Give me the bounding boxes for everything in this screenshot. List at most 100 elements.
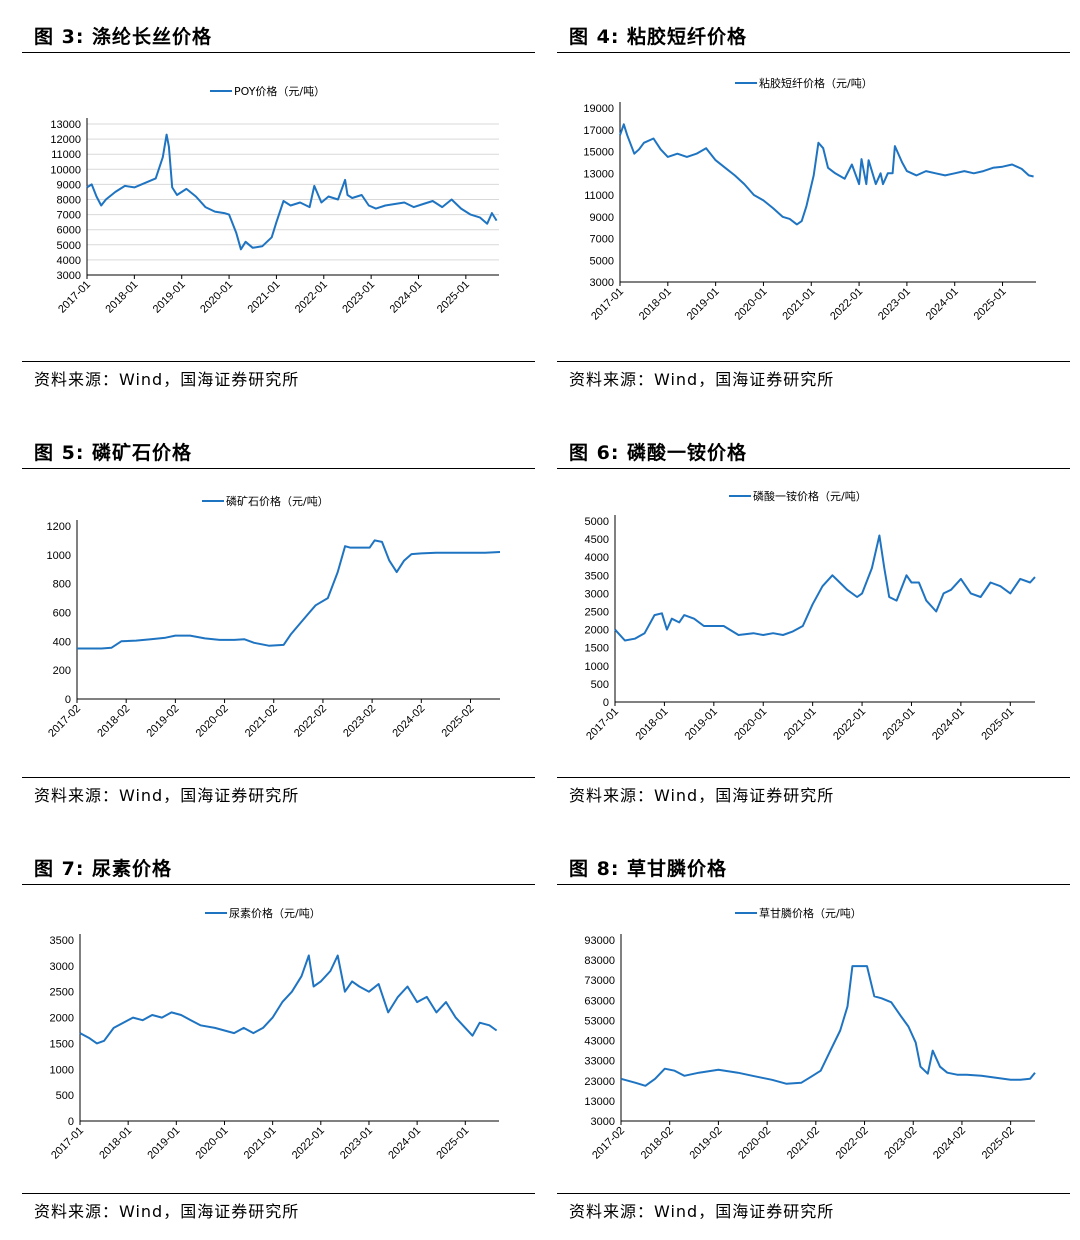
y-tick-label: 1000 [50, 1064, 74, 1076]
x-tick-label: 2023-01 [340, 279, 377, 316]
y-tick-label: 3500 [585, 570, 609, 582]
x-tick-label: 2018-01 [97, 1125, 134, 1162]
y-tick-label: 3000 [50, 961, 74, 973]
y-tick-label: 200 [53, 665, 71, 677]
source-note: 资料来源：Wind，国海证券研究所 [569, 370, 835, 389]
y-tick-label: 63000 [584, 995, 615, 1007]
y-tick-label: 3000 [585, 588, 609, 600]
title-rule [22, 468, 535, 469]
x-tick-label: 2025-01 [972, 286, 1009, 323]
x-tick-label: 2019-01 [683, 706, 720, 743]
y-tick-label: 11000 [51, 149, 81, 161]
x-tick-label: 2021-01 [242, 1125, 279, 1162]
x-tick-label: 2017-02 [46, 703, 83, 740]
y-tick-label: 33000 [584, 1056, 615, 1068]
bottom-rule [22, 777, 535, 778]
x-tick-label: 2020-01 [733, 286, 770, 323]
x-tick-label: 2025-01 [979, 706, 1016, 743]
series-line [86, 133, 498, 251]
x-tick-label: 2019-02 [687, 1125, 724, 1162]
y-tick-label: 0 [603, 697, 609, 709]
y-tick-label: 13000 [583, 168, 614, 180]
title-rule [557, 52, 1070, 53]
bottom-rule [557, 1193, 1070, 1194]
y-tick-label: 15000 [583, 147, 614, 159]
y-tick-label: 800 [53, 579, 71, 591]
x-tick-label: 2018-01 [637, 286, 674, 323]
y-tick-label: 2500 [585, 607, 609, 619]
bottom-rule [557, 361, 1070, 362]
y-tick-label: 7000 [57, 210, 81, 222]
series-line [77, 539, 501, 650]
figure-title: 图 6: 磷酸一铵价格 [569, 442, 748, 464]
line-chart: 0 200 400 600 800 1000 1200 2017-02 2018-02 2019-… [46, 494, 501, 740]
y-tick-label: 2000 [585, 625, 609, 637]
source-note: 资料来源：Wind，国海证券研究所 [569, 1202, 835, 1221]
series-line [79, 954, 498, 1045]
x-tick-label: 2024-01 [386, 1125, 423, 1162]
y-tick-label: 500 [56, 1090, 74, 1102]
x-tick-label: 2022-01 [293, 279, 330, 316]
figure-title: 图 5: 磷矿石价格 [34, 442, 193, 464]
x-tick-label: 2024-02 [931, 1125, 968, 1162]
line-chart: 3000 4000 5000 6000 7000 8000 9000 10000 11000 12… [50, 84, 499, 316]
x-tick-label: 2024-01 [388, 279, 425, 316]
legend-label: 粘胶短纤价格（元/吨） [759, 76, 873, 90]
x-tick-label: 2025-02 [440, 703, 477, 740]
x-tick-label: 2021-02 [243, 703, 280, 740]
x-tick-label: 2019-01 [685, 286, 722, 323]
source-note: 资料来源：Wind，国海证券研究所 [569, 786, 835, 805]
x-tick-label: 2025-02 [980, 1125, 1017, 1162]
x-tick-label: 2019-01 [145, 1125, 182, 1162]
x-tick-label: 2022-02 [834, 1125, 871, 1162]
bottom-rule [22, 1193, 535, 1194]
y-tick-label: 53000 [584, 1015, 615, 1027]
y-tick-label: 500 [591, 679, 609, 691]
y-tick-label: 10000 [50, 164, 81, 176]
y-tick-label: 12000 [50, 134, 81, 146]
legend-label: 磷酸一铵价格（元/吨） [753, 489, 867, 503]
x-tick-label: 2022-02 [292, 703, 329, 740]
x-tick-label: 2020-02 [736, 1125, 773, 1162]
title-rule [557, 884, 1070, 885]
x-tick-label: 2025-01 [434, 1125, 471, 1162]
y-tick-label: 23000 [584, 1076, 615, 1088]
y-tick-label: 1000 [585, 661, 609, 673]
y-tick-label: 2500 [50, 987, 74, 999]
y-tick-label: 3000 [590, 277, 614, 289]
y-tick-label: 3000 [591, 1116, 615, 1128]
y-tick-label: 5000 [585, 516, 609, 528]
y-tick-label: 93000 [584, 935, 615, 947]
source-note: 资料来源：Wind，国海证券研究所 [34, 370, 300, 389]
figure-panel: 图 3: 涤纶长丝价格 3000 4000 5000 6000 7000 8000 9000… [22, 8, 535, 408]
line-chart: 0 500 1000 1500 2000 2500 3000 3500 2017-01 2018-… [49, 906, 499, 1162]
legend-label: 尿素价格（元/吨） [229, 906, 321, 920]
y-tick-label: 73000 [584, 975, 615, 987]
y-tick-label: 1500 [50, 1038, 74, 1050]
x-tick-label: 2020-02 [194, 703, 231, 740]
x-tick-label: 2018-01 [103, 279, 140, 316]
x-tick-label: 2021-01 [246, 279, 283, 316]
x-tick-label: 2017-01 [49, 1125, 86, 1162]
x-tick-label: 2022-01 [831, 706, 868, 743]
y-tick-label: 0 [65, 694, 71, 706]
y-tick-label: 3500 [50, 935, 74, 947]
x-tick-label: 2023-01 [876, 286, 913, 323]
y-tick-label: 4000 [585, 552, 609, 564]
title-rule [22, 52, 535, 53]
figure-title: 图 4: 粘胶短纤价格 [569, 26, 748, 48]
y-tick-label: 4500 [585, 534, 609, 546]
y-tick-label: 0 [68, 1116, 74, 1128]
y-tick-label: 6000 [57, 225, 81, 237]
y-tick-label: 13000 [584, 1096, 615, 1108]
x-tick-label: 2021-01 [780, 286, 817, 323]
title-rule [557, 468, 1070, 469]
figure-title: 图 3: 涤纶长丝价格 [34, 26, 213, 48]
y-tick-label: 19000 [583, 103, 614, 115]
x-tick-label: 2024-02 [390, 703, 427, 740]
figure-panel: 图 4: 粘胶短纤价格 3000 5000 7000 9000 11000 13000 15… [557, 8, 1070, 408]
legend-label: 磷矿石价格（元/吨） [226, 494, 329, 508]
y-tick-label: 13000 [50, 119, 81, 131]
figure-panel: 图 5: 磷矿石价格 0 200 400 600 800 1000 1200 2017-02 2… [22, 424, 535, 824]
x-tick-label: 2025-01 [435, 279, 472, 316]
